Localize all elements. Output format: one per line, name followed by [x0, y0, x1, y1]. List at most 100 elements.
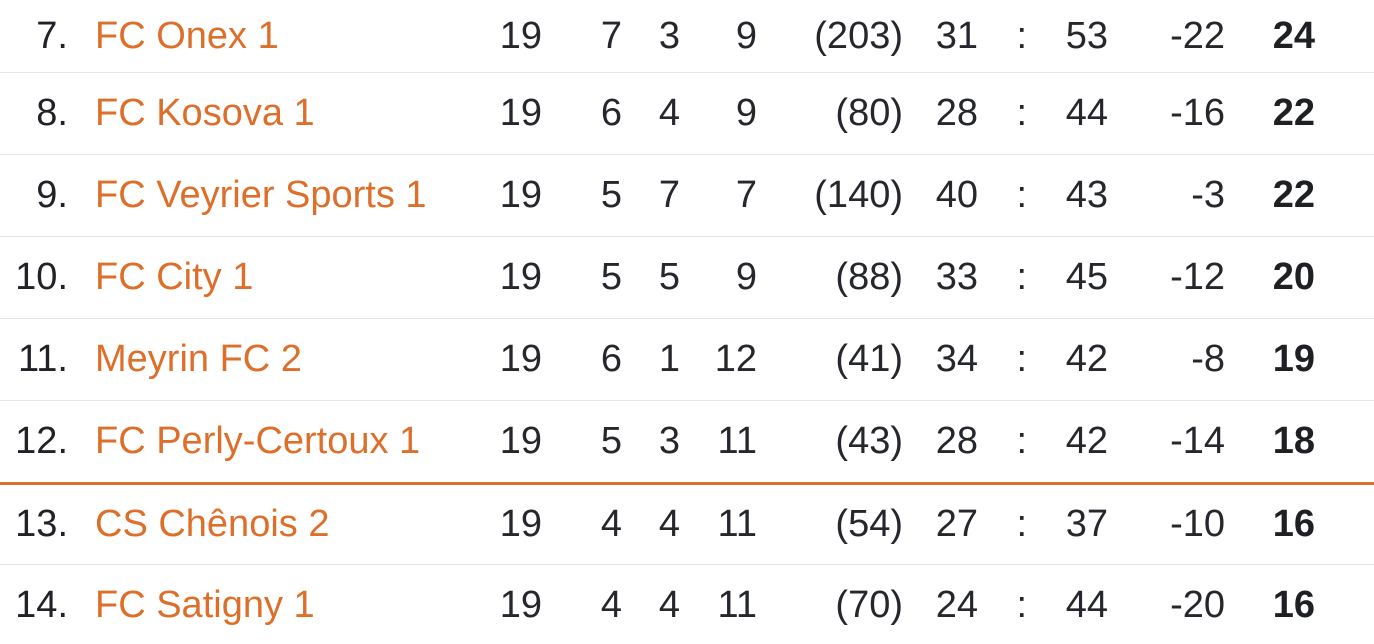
losses-cell: 11	[717, 584, 757, 626]
team-cell: FC City 1	[68, 256, 482, 299]
fairplay-cell: (54)	[835, 503, 903, 545]
goals-against-cell: 45	[1065, 256, 1108, 298]
team-link[interactable]: FC City 1	[95, 256, 254, 298]
goals-against-cell: 44	[1065, 92, 1108, 134]
goals-for-cell: 27	[935, 503, 978, 545]
team-link[interactable]: FC Perly-Certoux 1	[95, 420, 421, 462]
table-row: 14. FC Satigny 1 19 4 4 11 (70) 24 : 44 …	[0, 564, 1374, 644]
colon-separator: :	[1016, 92, 1027, 134]
played-cell: 19	[499, 338, 542, 380]
team-cell: FC Kosova 1	[68, 92, 482, 135]
table-row: 10. FC City 1 19 5 5 9 (88) 33 : 45 -12 …	[0, 236, 1374, 318]
goals-for-cell: 28	[935, 92, 978, 134]
losses-cell: 11	[717, 420, 757, 462]
colon-separator: :	[1016, 584, 1027, 626]
points-cell: 16	[1272, 584, 1315, 626]
fairplay-cell: (140)	[814, 174, 903, 216]
goal-diff-cell: -16	[1170, 92, 1225, 134]
goals-against-cell: 42	[1065, 420, 1108, 462]
rank-cell: 8.	[36, 92, 68, 134]
table-row: 12. FC Perly-Certoux 1 19 5 3 11 (43) 28…	[0, 400, 1374, 482]
wins-cell: 5	[600, 420, 622, 462]
played-cell: 19	[499, 503, 542, 545]
rank-cell: 9.	[36, 174, 68, 216]
goals-for-cell: 40	[935, 174, 978, 216]
goal-diff-cell: -14	[1170, 420, 1225, 462]
team-link[interactable]: CS Chênois 2	[95, 503, 330, 545]
colon-separator: :	[1016, 174, 1027, 216]
losses-cell: 9	[735, 92, 757, 134]
played-cell: 19	[499, 92, 542, 134]
points-cell: 22	[1272, 92, 1315, 134]
goals-for-cell: 33	[935, 256, 978, 298]
colon-separator: :	[1016, 420, 1027, 462]
team-link[interactable]: FC Onex 1	[95, 14, 279, 57]
draws-cell: 3	[658, 420, 680, 462]
losses-cell: 7	[735, 174, 757, 216]
table-row: 7. FC Onex 1 19 7 3 9 (203) 31 : 53 -22 …	[0, 0, 1374, 72]
team-cell: CS Chênois 2	[68, 503, 482, 546]
goal-diff-cell: -20	[1170, 584, 1225, 626]
draws-cell: 7	[658, 174, 680, 216]
points-cell: 20	[1272, 256, 1315, 298]
wins-cell: 6	[600, 338, 622, 380]
team-cell: FC Satigny 1	[68, 584, 482, 627]
points-cell: 24	[1272, 14, 1315, 57]
fairplay-cell: (88)	[835, 256, 903, 298]
losses-cell: 9	[735, 14, 757, 57]
fairplay-cell: (43)	[835, 420, 903, 462]
goals-for-cell: 24	[935, 584, 978, 626]
wins-cell: 5	[600, 256, 622, 298]
goals-for-cell: 34	[935, 338, 978, 380]
points-cell: 22	[1272, 174, 1315, 216]
goals-against-cell: 44	[1065, 584, 1108, 626]
wins-cell: 7	[600, 14, 622, 57]
rank-cell: 13.	[15, 503, 68, 545]
points-cell: 16	[1272, 503, 1315, 545]
goal-diff-cell: -8	[1191, 338, 1225, 380]
goals-for-cell: 31	[935, 14, 978, 57]
team-link[interactable]: FC Satigny 1	[95, 584, 315, 626]
fairplay-cell: (70)	[835, 584, 903, 626]
goal-diff-cell: -22	[1170, 14, 1225, 57]
colon-separator: :	[1016, 14, 1027, 57]
played-cell: 19	[499, 584, 542, 626]
goal-diff-cell: -3	[1191, 174, 1225, 216]
table-row: 11. Meyrin FC 2 19 6 1 12 (41) 34 : 42 -…	[0, 318, 1374, 400]
draws-cell: 4	[658, 503, 680, 545]
rank-cell: 10.	[15, 256, 68, 298]
wins-cell: 6	[600, 92, 622, 134]
rank-cell: 14.	[15, 584, 68, 626]
fairplay-cell: (80)	[835, 92, 903, 134]
team-cell: FC Onex 1	[68, 15, 482, 58]
wins-cell: 4	[600, 584, 622, 626]
draws-cell: 4	[658, 92, 680, 134]
goals-against-cell: 42	[1065, 338, 1108, 380]
wins-cell: 4	[600, 503, 622, 545]
rank-cell: 11.	[17, 338, 68, 380]
team-link[interactable]: FC Veyrier Sports 1	[95, 174, 427, 216]
played-cell: 19	[499, 174, 542, 216]
played-cell: 19	[499, 420, 542, 462]
team-cell: Meyrin FC 2	[68, 338, 482, 381]
draws-cell: 4	[658, 584, 680, 626]
fairplay-cell: (41)	[835, 338, 903, 380]
rank-cell: 7.	[36, 14, 68, 57]
played-cell: 19	[499, 256, 542, 298]
goal-diff-cell: -10	[1170, 503, 1225, 545]
goal-diff-cell: -12	[1170, 256, 1225, 298]
team-cell: FC Veyrier Sports 1	[68, 174, 482, 217]
colon-separator: :	[1016, 503, 1027, 545]
goals-against-cell: 37	[1065, 503, 1108, 545]
table-row: 13. CS Chênois 2 19 4 4 11 (54) 27 : 37 …	[0, 482, 1374, 564]
team-link[interactable]: FC Kosova 1	[95, 92, 315, 134]
wins-cell: 5	[600, 174, 622, 216]
losses-cell: 12	[714, 338, 757, 380]
colon-separator: :	[1016, 256, 1027, 298]
draws-cell: 1	[658, 338, 680, 380]
team-link[interactable]: Meyrin FC 2	[95, 338, 302, 380]
table-row: 9. FC Veyrier Sports 1 19 5 7 7 (140) 40…	[0, 154, 1374, 236]
fairplay-cell: (203)	[814, 14, 903, 57]
